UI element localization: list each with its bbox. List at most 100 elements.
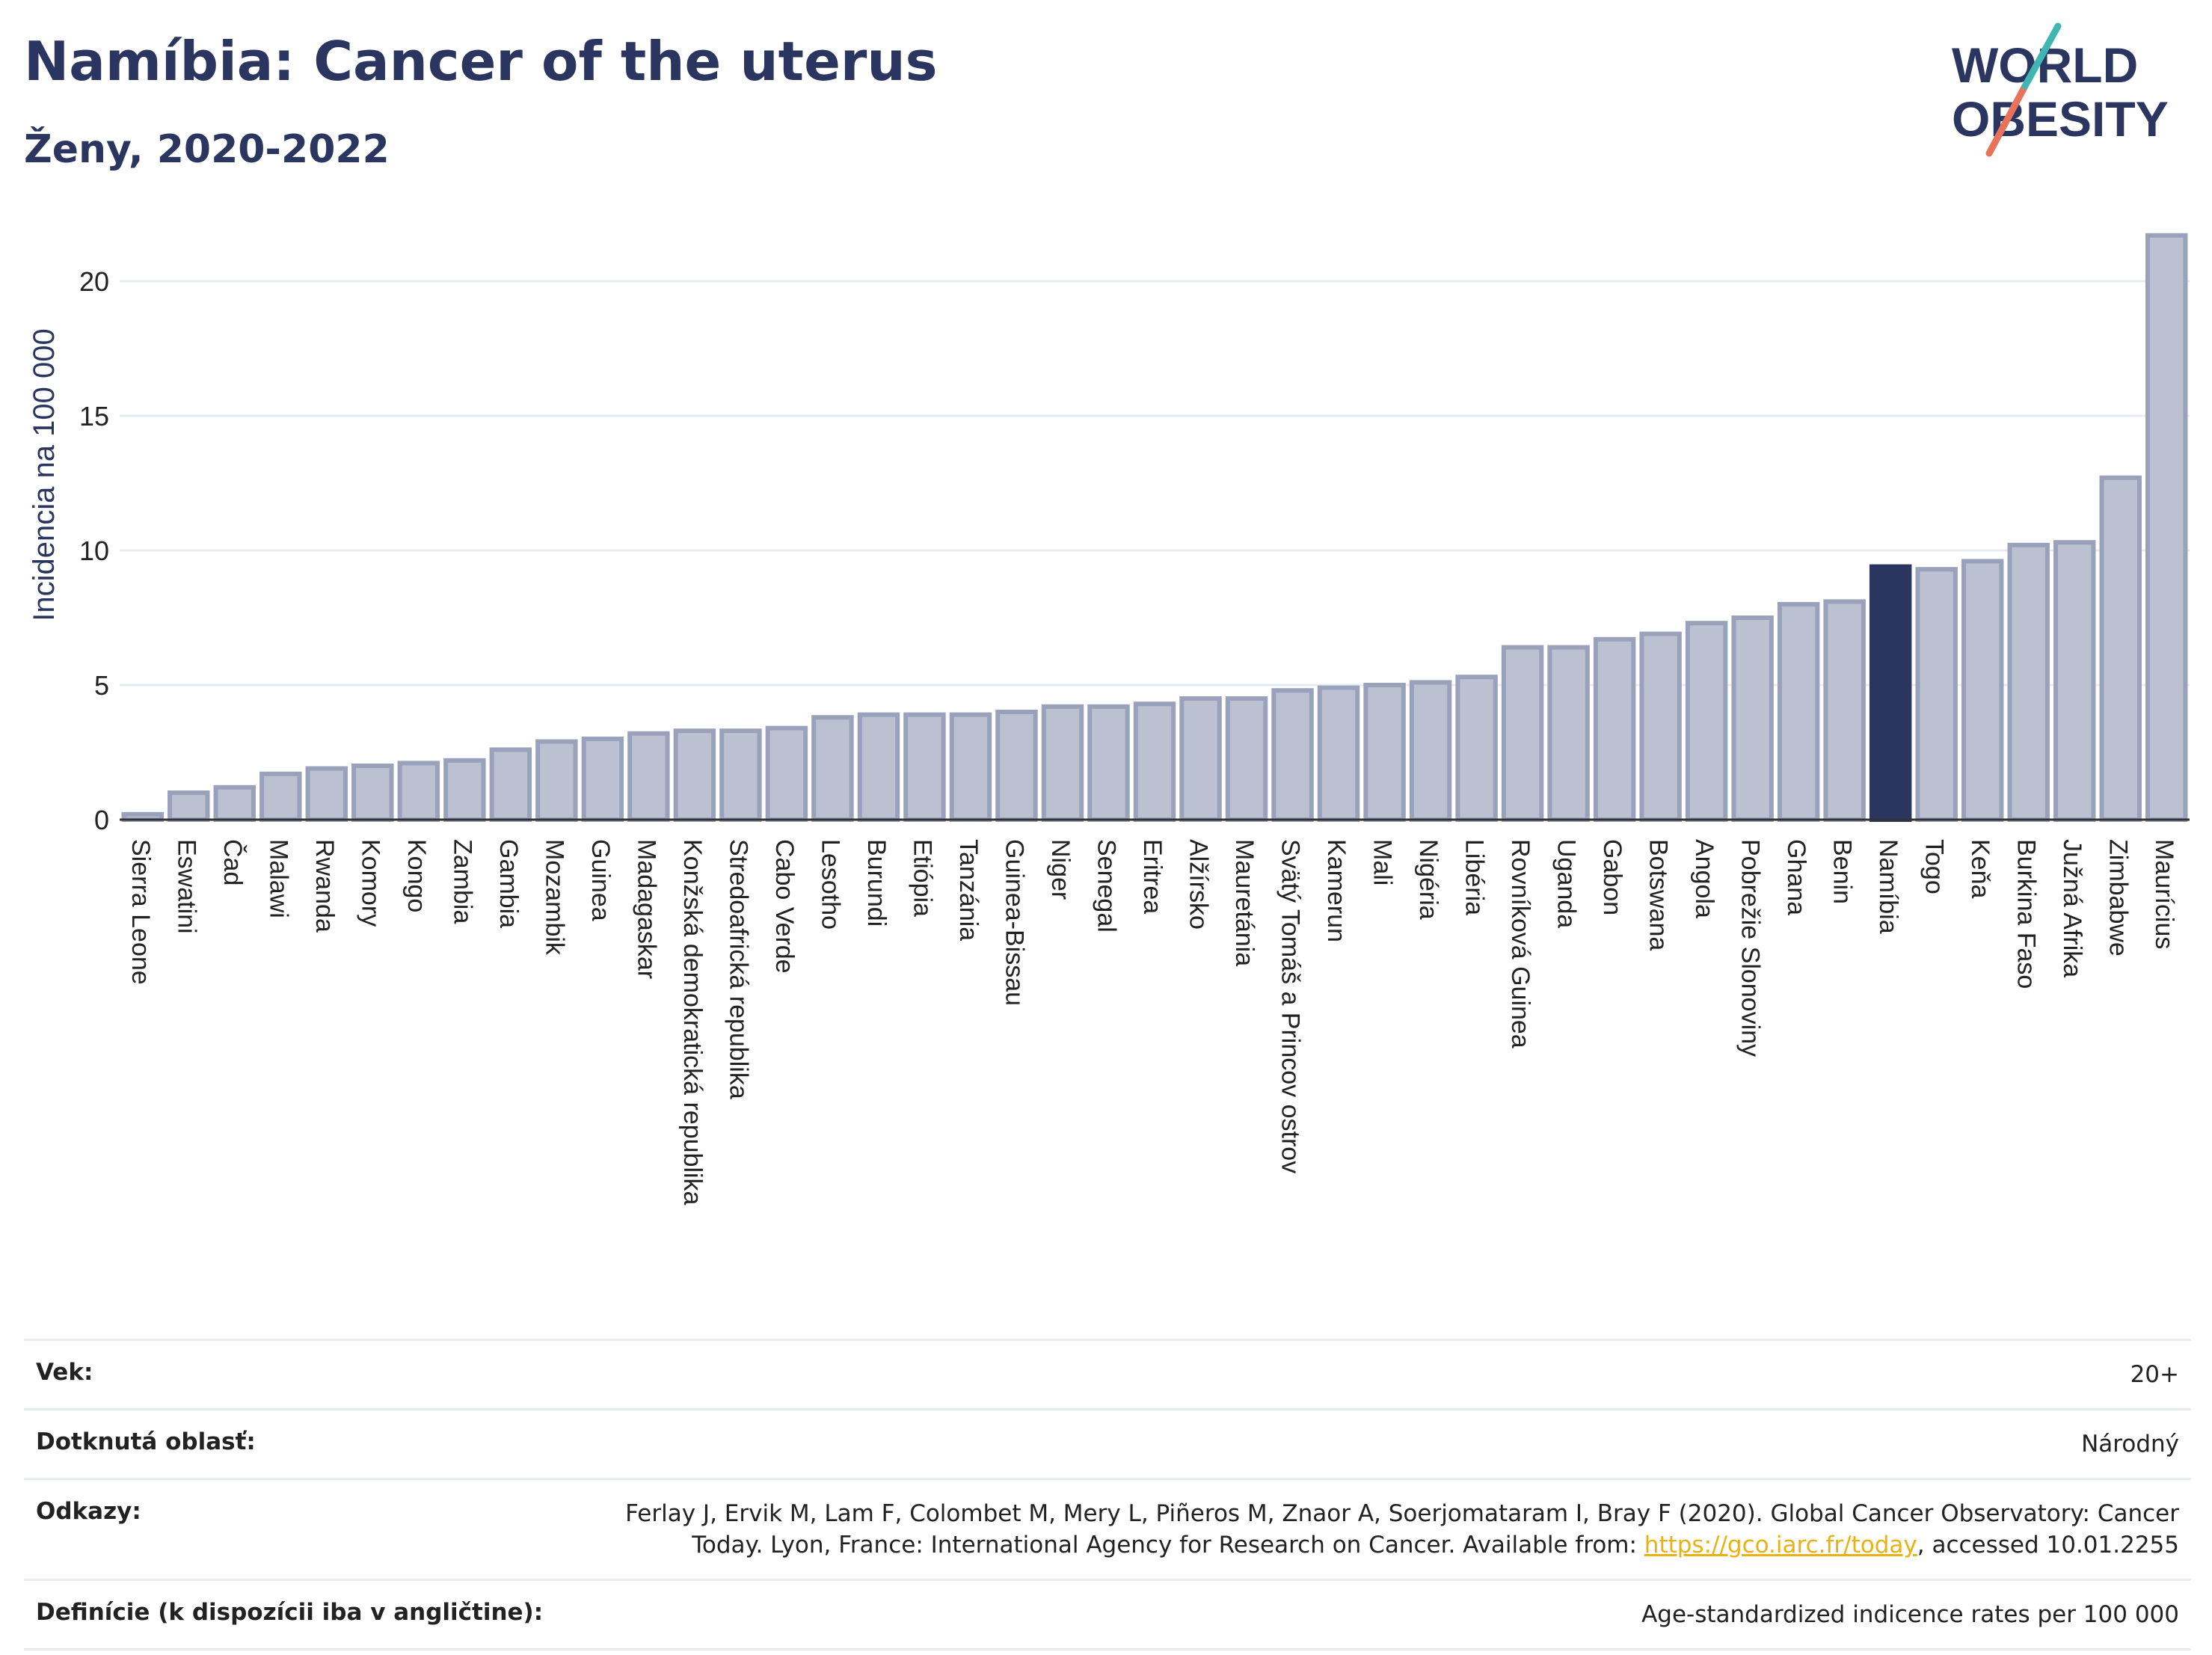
x-tick-label: Uganda: [1552, 839, 1581, 928]
x-tick-label: Burundi: [862, 839, 891, 927]
world-obesity-logo: WORLD OBESITY: [1952, 22, 2169, 157]
x-tick-label: Mali: [1368, 839, 1397, 885]
bar[interactable]: [489, 747, 532, 823]
bar[interactable]: [2099, 475, 2142, 822]
x-tick-label: Benin: [1828, 839, 1857, 904]
bar[interactable]: [1915, 567, 1958, 822]
x-tick-label: Maurícius: [2150, 839, 2178, 949]
bar[interactable]: [213, 784, 256, 823]
bar[interactable]: [811, 715, 854, 823]
info-row-definitions: Definície (k dispozícii iba v angličtine…: [24, 1579, 2191, 1651]
bar[interactable]: [1731, 615, 1774, 822]
x-tick-label: Malawi: [264, 839, 292, 918]
y-tick-label: 5: [94, 670, 109, 701]
bars: [121, 233, 2188, 823]
bar[interactable]: [2053, 540, 2096, 822]
bar[interactable]: [1547, 645, 1590, 822]
x-tick-label: Guinea-Bissau: [1000, 839, 1028, 1006]
x-tick-label: Etiópia: [908, 839, 936, 917]
bar[interactable]: [1593, 636, 1636, 822]
bar[interactable]: [1087, 704, 1130, 822]
bar[interactable]: [1271, 688, 1314, 823]
bar[interactable]: [995, 710, 1038, 822]
bar[interactable]: [2007, 542, 2050, 822]
bar[interactable]: [305, 766, 348, 822]
x-tick-label: Burkina Faso: [2012, 839, 2041, 989]
x-tick-label: Guinea: [586, 839, 615, 921]
x-tick-label: Mozambik: [540, 839, 568, 956]
references-value: Ferlay J, Ervik M, Lam F, Colombet M, Me…: [624, 1498, 2179, 1561]
axes: 0 5 10 15 20 Sierra Leone Eswatini Čad Malawi Rwa…: [79, 266, 2190, 1206]
bar[interactable]: [1501, 645, 1544, 822]
x-tick-label: Kongo: [402, 839, 431, 912]
x-tick-label: Gambia: [494, 839, 523, 928]
x-tick-label: Stredoafrická republika: [724, 839, 752, 1099]
bar[interactable]: [351, 764, 394, 822]
bar[interactable]: [1225, 696, 1268, 822]
x-tick-label: Eritrea: [1138, 839, 1167, 914]
info-row-references: Odkazy: Ferlay J, Ervik M, Lam F, Colomb…: [24, 1478, 2191, 1579]
bar[interactable]: [857, 712, 900, 822]
area-value: Národný: [2081, 1431, 2179, 1458]
bar[interactable]: [903, 712, 946, 822]
info-table: Vek: 20+ Dotknutá oblasť: Národný Odkazy…: [24, 1339, 2191, 1651]
bar[interactable]: [1409, 680, 1452, 823]
info-row-area: Dotknutá oblasť: Národný: [24, 1408, 2191, 1478]
x-tick-label: Pobrežie Slonoviny: [1736, 839, 1765, 1057]
y-tick-label: 10: [79, 535, 109, 566]
x-tick-label: Keňa: [1966, 839, 1994, 898]
x-tick-label: Zambia: [448, 839, 476, 924]
bar[interactable]: [168, 790, 210, 822]
bar[interactable]: [1639, 631, 1682, 822]
y-axis-label: Incidencia na 100 000: [28, 328, 61, 621]
bar[interactable]: [1777, 602, 1820, 822]
bar[interactable]: [1685, 621, 1728, 822]
bar[interactable]: [1317, 685, 1360, 822]
x-tick-label: Južná Afrika: [2058, 839, 2086, 977]
x-tick-label: Ghana: [1782, 839, 1810, 915]
bar[interactable]: [581, 737, 624, 822]
x-tick-label: Libéria: [1460, 839, 1489, 915]
bar[interactable]: [443, 758, 486, 822]
y-tick-label: 0: [94, 805, 109, 835]
bar[interactable]: [1363, 683, 1406, 822]
bar[interactable]: [2145, 233, 2188, 822]
x-tick-label: Rwanda: [310, 839, 339, 933]
x-tick-label: Komory: [356, 839, 384, 927]
y-tick-label: 20: [79, 266, 109, 297]
x-tick-label: Tanzánia: [954, 839, 983, 941]
references-accessed: , accessed 10.01.2255: [1917, 1532, 2179, 1559]
x-tick-label: Namíbia: [1874, 839, 1902, 934]
bar[interactable]: [673, 728, 716, 823]
info-row-age: Vek: 20+: [24, 1339, 2191, 1408]
x-tick-label: Madagaskar: [632, 839, 660, 979]
bar-chart: 0 5 10 15 20 Sierra Leone Eswatini Čad Malawi Rwa…: [28, 233, 2190, 1206]
bar[interactable]: [765, 725, 808, 822]
x-tick-label: Lesotho: [816, 839, 844, 930]
bar[interactable]: [259, 771, 302, 823]
definitions-value: Age-standardized indicence rates per 100…: [1641, 1601, 2179, 1628]
bar[interactable]: [949, 712, 992, 822]
x-tick-label: Čad: [218, 839, 247, 885]
bar[interactable]: [719, 728, 762, 823]
x-tick-label: Mauretánia: [1230, 839, 1259, 966]
bar[interactable]: [1455, 675, 1498, 823]
bar[interactable]: [397, 761, 440, 823]
x-tick-label: Zimbabwe: [2104, 839, 2133, 957]
bar[interactable]: [535, 739, 578, 822]
page-title: Namíbia: Cancer of the uterus: [24, 30, 938, 93]
bar[interactable]: [1823, 599, 1866, 823]
definitions-label: Definície (k dispozícii iba v angličtine…: [36, 1599, 544, 1626]
bar[interactable]: [627, 731, 670, 822]
x-tick-label: Eswatini: [172, 839, 200, 934]
x-tick-label: Rovníková Guinea: [1506, 839, 1534, 1048]
bar[interactable]: [1041, 704, 1084, 822]
x-tick-label: Alžírsko: [1185, 839, 1213, 930]
references-label: Odkazy:: [36, 1498, 141, 1525]
x-tick-label: Kamerun: [1322, 839, 1351, 942]
bar[interactable]: [1961, 559, 2004, 823]
references-link[interactable]: https://gco.iarc.fr/today: [1644, 1532, 1917, 1559]
bar[interactable]: [1179, 696, 1222, 822]
bar-highlight[interactable]: [1869, 564, 1912, 822]
bar[interactable]: [1133, 701, 1176, 823]
